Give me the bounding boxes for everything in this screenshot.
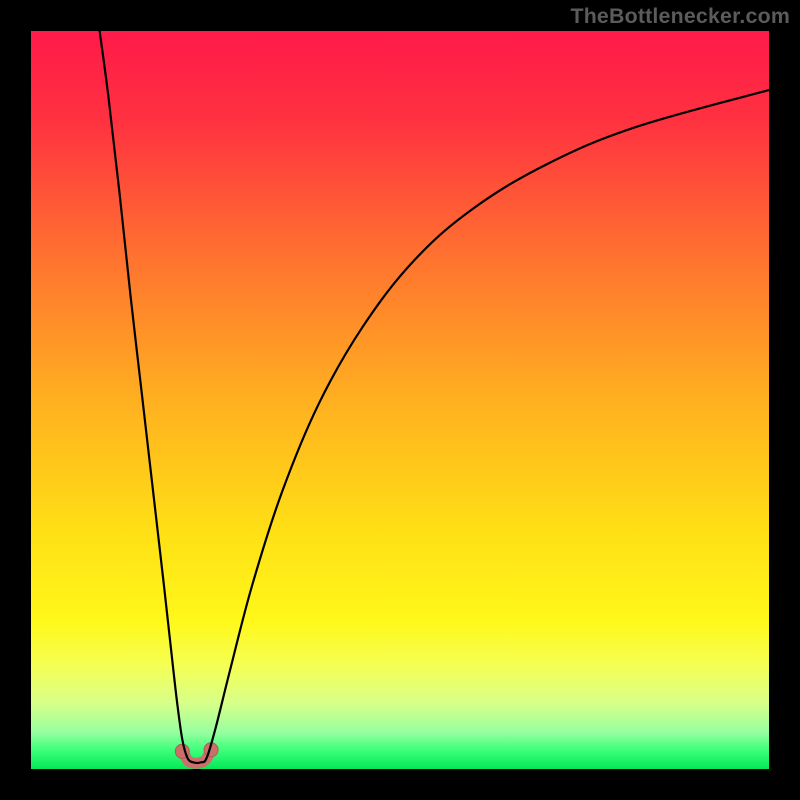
frame-left	[0, 0, 31, 800]
bottleneck-chart	[0, 0, 800, 800]
frame-bottom	[0, 769, 800, 800]
frame-right	[769, 0, 800, 800]
attribution-text: TheBottlenecker.com	[570, 4, 790, 29]
